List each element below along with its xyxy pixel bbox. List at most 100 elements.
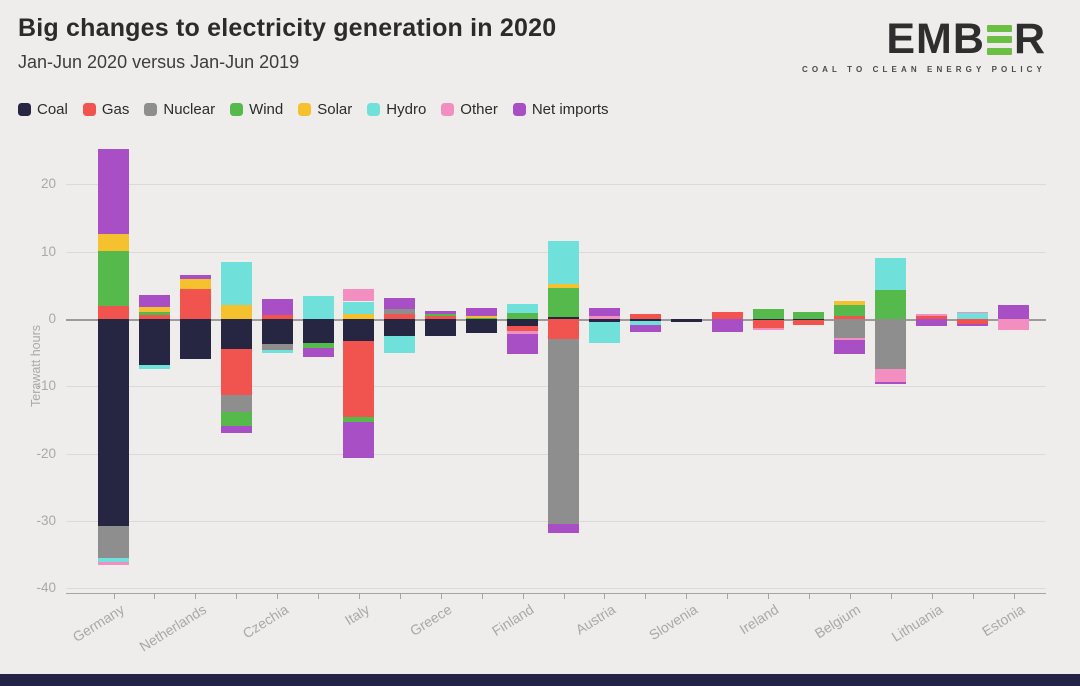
logo-tagline: COAL TO CLEAN ENERGY POLICY bbox=[801, 65, 1046, 74]
bar-segment-other bbox=[916, 314, 948, 316]
bar-segment-nuclear bbox=[261, 343, 293, 350]
bar-segment-net-imports bbox=[834, 339, 866, 354]
legend-swatch bbox=[144, 103, 158, 116]
bar-segment-solar bbox=[834, 300, 866, 305]
y-tick-label: -30 bbox=[36, 512, 56, 528]
y-tick-label: -20 bbox=[36, 445, 56, 461]
bar-segment-gas bbox=[220, 349, 252, 396]
x-axis-tick bbox=[440, 592, 442, 599]
x-tick-label-austria: Austria bbox=[572, 601, 618, 638]
x-axis-tick bbox=[277, 592, 279, 599]
bar-segment-wind bbox=[220, 411, 252, 426]
gridline bbox=[66, 588, 1046, 590]
y-axis-title: Terawatt hours bbox=[29, 325, 43, 407]
bar-segment-gas bbox=[834, 315, 866, 319]
x-axis-tick bbox=[604, 592, 606, 599]
bar-segment-gas bbox=[425, 316, 457, 319]
bar-segment-nuclear bbox=[875, 319, 907, 369]
x-tick-label-finland: Finland bbox=[488, 601, 537, 639]
bar-segment-net-imports bbox=[425, 310, 457, 315]
bar-segment-net-imports bbox=[629, 325, 661, 332]
bar-segment-wind bbox=[466, 317, 498, 319]
bar-segment-net-imports bbox=[548, 524, 579, 533]
bar-segment-net-imports bbox=[384, 298, 416, 309]
bar-segment-other bbox=[507, 331, 539, 335]
bar-segment-gas bbox=[957, 319, 989, 325]
bar-segment-net-imports bbox=[261, 298, 293, 315]
bar-segment-net-imports bbox=[138, 294, 170, 307]
bar-segment-net-imports bbox=[343, 421, 375, 458]
bar-segment-hydro bbox=[875, 258, 907, 291]
bar-segment-coal bbox=[466, 319, 498, 334]
x-axis-tick bbox=[686, 592, 688, 599]
bar-segment-wind bbox=[343, 417, 375, 422]
bar-segment-net-imports bbox=[220, 426, 252, 433]
x-tick-label-italy: Italy bbox=[342, 601, 373, 629]
x-axis-tick bbox=[481, 592, 483, 599]
legend-label: Solar bbox=[317, 101, 353, 118]
x-axis-tick bbox=[768, 592, 770, 599]
legend-swatch bbox=[441, 103, 455, 116]
bar-segment-hydro bbox=[220, 262, 252, 305]
x-tick-label-slovenia: Slovenia bbox=[645, 601, 700, 644]
bar-segment-hydro bbox=[507, 303, 539, 313]
bar-segment-coal bbox=[588, 319, 620, 322]
bar-segment-wind bbox=[875, 290, 907, 319]
bar-segment-coal bbox=[793, 319, 825, 321]
bar-segment-solar bbox=[179, 279, 211, 289]
y-tick-label: 10 bbox=[40, 243, 56, 259]
bar-segment-net-imports bbox=[507, 334, 539, 354]
bar-segment-wind bbox=[548, 288, 579, 317]
bar-segment-gas bbox=[261, 314, 293, 319]
bar-segment-nuclear bbox=[384, 308, 416, 314]
bar-segment-wind bbox=[425, 314, 457, 317]
x-tick-label-czechia: Czechia bbox=[239, 601, 291, 642]
bar-segment-other bbox=[343, 289, 375, 302]
bar-segment-hydro bbox=[343, 301, 375, 315]
bar-segment-nuclear bbox=[834, 319, 866, 338]
bar-segment-wind bbox=[507, 312, 539, 319]
bar-segment-net-imports bbox=[98, 148, 129, 235]
bar-segment-gas bbox=[98, 305, 129, 319]
x-axis-tick bbox=[195, 592, 197, 599]
legend-item-coal: Coal bbox=[18, 101, 68, 118]
bar-segment-net-imports bbox=[916, 319, 948, 326]
bar-segment-solar bbox=[138, 306, 170, 313]
bar-segment-wind bbox=[302, 343, 334, 348]
footer-bar bbox=[0, 674, 1080, 686]
y-tick-label: -10 bbox=[36, 378, 56, 394]
x-axis-tick bbox=[849, 592, 851, 599]
bar-segment-coal bbox=[425, 319, 457, 337]
x-tick-label-lithuania: Lithuania bbox=[888, 601, 946, 645]
chart-subtitle: Jan-Jun 2020 versus Jan-Jun 2019 bbox=[18, 52, 300, 72]
x-axis-tick bbox=[399, 592, 401, 599]
bar-segment-coal bbox=[220, 319, 252, 350]
bar-segment-net-imports bbox=[875, 381, 907, 385]
x-axis-tick bbox=[808, 592, 810, 599]
bar-segment-other bbox=[834, 337, 866, 340]
bar-segment-other bbox=[998, 319, 1030, 331]
legend-item-hydro: Hydro bbox=[367, 101, 426, 118]
bar-segment-solar bbox=[343, 314, 375, 319]
x-axis-tick bbox=[236, 592, 238, 599]
bar-segment-nuclear bbox=[220, 395, 252, 412]
bar-segment-coal bbox=[98, 319, 129, 527]
legend-item-other: Other bbox=[441, 101, 498, 118]
ember-logo-wordmark: EMB R bbox=[886, 18, 1046, 61]
gridline bbox=[66, 184, 1046, 186]
legend-swatch bbox=[230, 103, 244, 116]
legend: Coal Gas Nuclear Wind Solar Hydro Other Net imp… bbox=[18, 101, 609, 118]
x-axis-tick bbox=[645, 592, 647, 599]
bar-segment-gas bbox=[343, 341, 375, 418]
bar-segment-hydro bbox=[957, 312, 989, 319]
bar-segment-net-imports bbox=[302, 347, 334, 357]
bar-segment-wind bbox=[793, 312, 825, 319]
bar-segment-coal bbox=[629, 319, 661, 322]
x-tick-label-belgium: Belgium bbox=[811, 601, 864, 642]
bar-segment-coal bbox=[261, 319, 293, 344]
x-axis-tick bbox=[931, 592, 933, 599]
bar-segment-other bbox=[752, 328, 784, 331]
bar-segment-hydro bbox=[138, 365, 170, 369]
bar-segment-net-imports bbox=[957, 324, 989, 327]
